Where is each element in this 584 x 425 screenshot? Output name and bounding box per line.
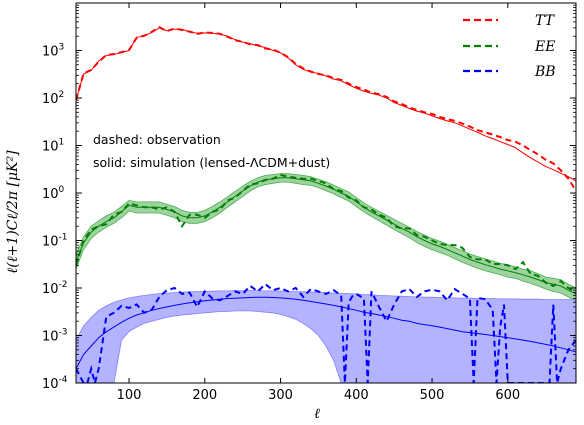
y-tick-label: 101 bbox=[42, 138, 64, 155]
y-tick-label: 103 bbox=[42, 43, 64, 60]
y-axis-label: ℓ(ℓ+1)Cℓ/2π [μK²] bbox=[5, 150, 21, 274]
y-tick-label: 10-2 bbox=[42, 280, 68, 297]
y-tick-label: 100 bbox=[42, 185, 65, 202]
x-tick-label: 100 bbox=[117, 388, 142, 403]
legend-label-bb: BB bbox=[534, 64, 556, 80]
x-tick-label: 500 bbox=[420, 388, 445, 403]
x-tick-label: 600 bbox=[495, 388, 520, 403]
annotation-observation: dashed: observation bbox=[93, 132, 221, 147]
legend-label-tt: TT bbox=[535, 13, 556, 29]
x-tick-label: 400 bbox=[344, 388, 369, 403]
annotation-simulation: solid: simulation (lensed-ΛCDM+dust) bbox=[93, 155, 330, 170]
axis-ticks bbox=[76, 3, 576, 384]
x-tick-label: 300 bbox=[268, 388, 293, 403]
ee-uncertainty-band bbox=[76, 173, 576, 302]
legend: TT EE BB bbox=[463, 13, 556, 80]
tt-observation-line bbox=[76, 26, 576, 192]
y-tick-label: 10-3 bbox=[42, 328, 68, 345]
x-tick-label: 200 bbox=[192, 388, 217, 403]
ee-simulation-line bbox=[76, 177, 576, 295]
y-tick-label: 102 bbox=[42, 90, 64, 107]
x-axis-label: ℓ bbox=[314, 406, 320, 422]
legend-label-ee: EE bbox=[534, 39, 555, 55]
y-tick-label: 10-4 bbox=[42, 375, 68, 392]
bb-simulation-line bbox=[76, 296, 576, 369]
uncertainty-bands bbox=[76, 173, 576, 383]
y-tick-label: 10-1 bbox=[42, 233, 68, 250]
bb-observation-line bbox=[76, 282, 576, 383]
tick-labels: 100 200 300 400 500 600 10-4 10-3 10-2 10-1 100 101… bbox=[42, 43, 520, 404]
series-lines bbox=[76, 26, 576, 383]
